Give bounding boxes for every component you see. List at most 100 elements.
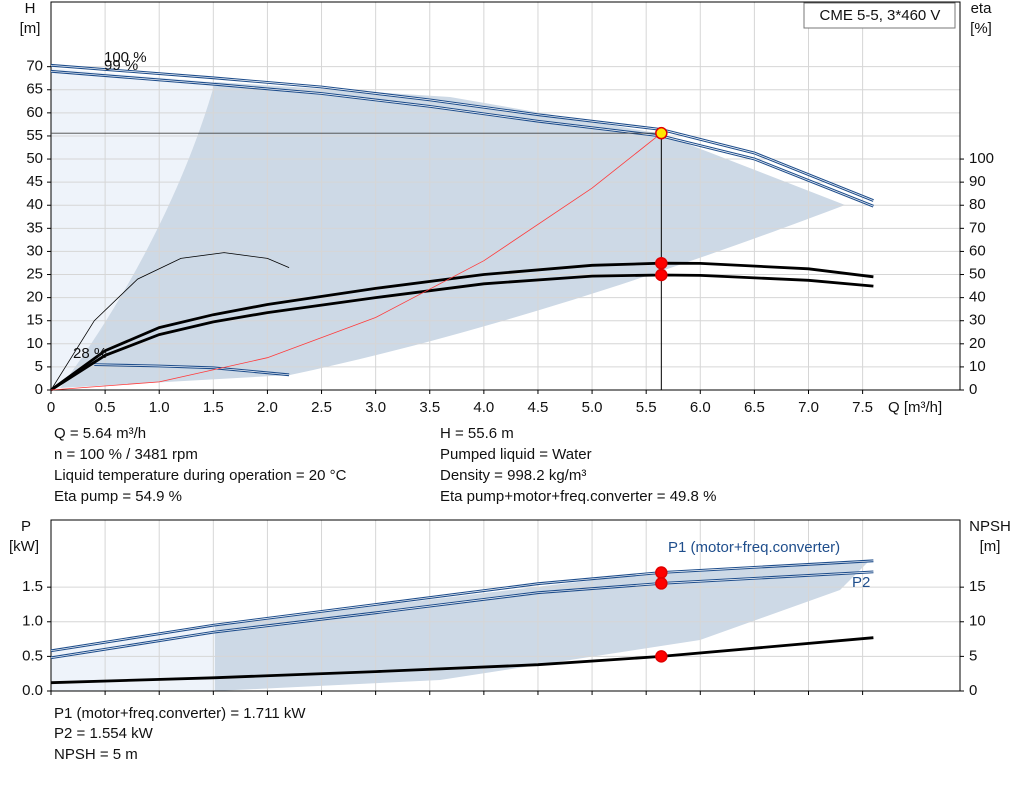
curve (50, 261, 874, 392)
info-line: Liquid temperature during operation = 20… (54, 467, 347, 484)
y-tick-label: 50 (26, 150, 43, 167)
x-tick-label: 4.0 (473, 399, 494, 416)
y-tick-label: 10 (26, 335, 43, 352)
info: Q = 5.64 m³/h n = 100 % / 3481 rpm Liquid … (54, 425, 716, 763)
info-line: P2 = 1.554 kW (54, 725, 154, 742)
x-tick-label: 4.5 (528, 399, 549, 416)
y-tick-label: 30 (26, 242, 43, 259)
curve-highlight (50, 70, 874, 207)
y2-tick-label: 100 (969, 150, 994, 167)
x-tick-label: 7.0 (798, 399, 819, 416)
curve-highlight (50, 64, 874, 201)
y2-unit: [%] (970, 20, 992, 37)
x-tick-label: 2.0 (257, 399, 278, 416)
curve (50, 132, 662, 391)
info-line: Eta pump = 54.9 % (54, 488, 182, 505)
x-tick-label: 6.5 (744, 399, 765, 416)
info-line: H = 55.6 m (440, 425, 514, 442)
curve-label: 100 % (104, 49, 147, 66)
y-tick-label: 25 (26, 265, 43, 282)
y-unit: [kW] (9, 538, 39, 555)
power-chart: 0.0 0.5 1.0 1.5 0 5 10 15 (22, 519, 986, 699)
x-tick-label: 5.5 (636, 399, 657, 416)
range-light (51, 68, 215, 390)
range-light-p (51, 625, 215, 691)
curve-highlight (50, 560, 874, 652)
y2-tick-label: 10 (969, 358, 986, 375)
x-tick-label: 0.5 (95, 399, 116, 416)
plot-frame (50, 519, 961, 692)
plot-frame (50, 1, 961, 391)
x-tick-label: 7.5 (852, 399, 873, 416)
info-line: Density = 998.2 kg/m³ (440, 467, 586, 484)
operating-point (655, 126, 668, 140)
y-tick-label: 1.0 (22, 613, 43, 630)
x-tick-label: 1.5 (203, 399, 224, 416)
y-tick-label: 35 (26, 219, 43, 236)
y-label: P (21, 518, 31, 535)
info-line: Pumped liquid = Water (440, 446, 592, 463)
y2-tick-label: 30 (969, 312, 986, 329)
info-line: NPSH = 5 m (54, 746, 138, 763)
y2-tick-label: 10 (969, 613, 986, 630)
curve-highlight (50, 571, 874, 659)
y2-tick-label: 60 (969, 242, 986, 259)
y-tick-label: 55 (26, 127, 43, 144)
y2-tick-label: 50 (969, 265, 986, 282)
y2-unit: [m] (980, 538, 1001, 555)
y-tick-label: 40 (26, 196, 43, 213)
range-dark (60, 82, 845, 388)
info-line: n = 100 % / 3481 rpm (54, 446, 198, 463)
y2-tick-label: 90 (969, 173, 986, 190)
y-tick-label: 15 (26, 312, 43, 329)
curve (50, 252, 290, 391)
operating-point (655, 577, 668, 590)
model-box (803, 2, 956, 29)
operating-point (655, 650, 668, 663)
operating-point (655, 566, 668, 579)
y2-tick-label: 0 (969, 381, 977, 398)
info-line: Eta pump+motor+freq.converter = 49.8 % (440, 488, 716, 505)
y-unit: [m] (20, 20, 41, 37)
x-tick-label: 3.0 (365, 399, 386, 416)
y2-tick-label: 0 (969, 682, 977, 699)
y2-tick-label: 20 (969, 335, 986, 352)
y-tick-label: 0.0 (22, 682, 43, 699)
curve (50, 273, 874, 392)
curve-highlight (94, 364, 290, 376)
x-tick-label: 6.0 (690, 399, 711, 416)
y-tick-label: 5 (35, 358, 43, 375)
y2-label: eta (971, 0, 993, 17)
operating-point (655, 268, 668, 282)
x-tick-label: 2.5 (311, 399, 332, 416)
y-tick-label: 20 (26, 289, 43, 306)
y-tick-label: 60 (26, 104, 43, 121)
y2-tick-label: 40 (969, 289, 986, 306)
y-tick-label: 65 (26, 81, 43, 98)
model: CME 5-5, 3*460 V (820, 7, 941, 24)
curve (50, 636, 874, 685)
y2-tick-label: 80 (969, 196, 986, 213)
y-label: H (25, 0, 36, 17)
y-tick-label: 0 (35, 381, 43, 398)
curve-label: P1 (motor+freq.converter) (668, 539, 840, 556)
x-tick-label: 3.5 (419, 399, 440, 416)
curve-label: 28 % (73, 345, 107, 362)
y-tick-label: 45 (26, 173, 43, 190)
y2-tick-label: 70 (969, 219, 986, 236)
curve-label: 99 % (104, 57, 138, 74)
info-line: Q = 5.64 m³/h (54, 425, 146, 442)
y-tick-label: 70 (26, 58, 43, 75)
y2-tick-label: 5 (969, 647, 977, 664)
x-tick-label: 5.0 (582, 399, 603, 416)
y2-tick-label: 15 (969, 578, 986, 595)
curve-label: P2 (852, 574, 870, 591)
y-tick-label: 1.5 (22, 578, 43, 595)
operating-point (655, 256, 668, 270)
range-dark-p (215, 560, 870, 691)
x-tick-label: 0 (47, 399, 55, 416)
x-label: Q [m³/h] (888, 399, 942, 416)
y-tick-label: 0.5 (22, 647, 43, 664)
y2-label: NPSH (969, 518, 1011, 535)
